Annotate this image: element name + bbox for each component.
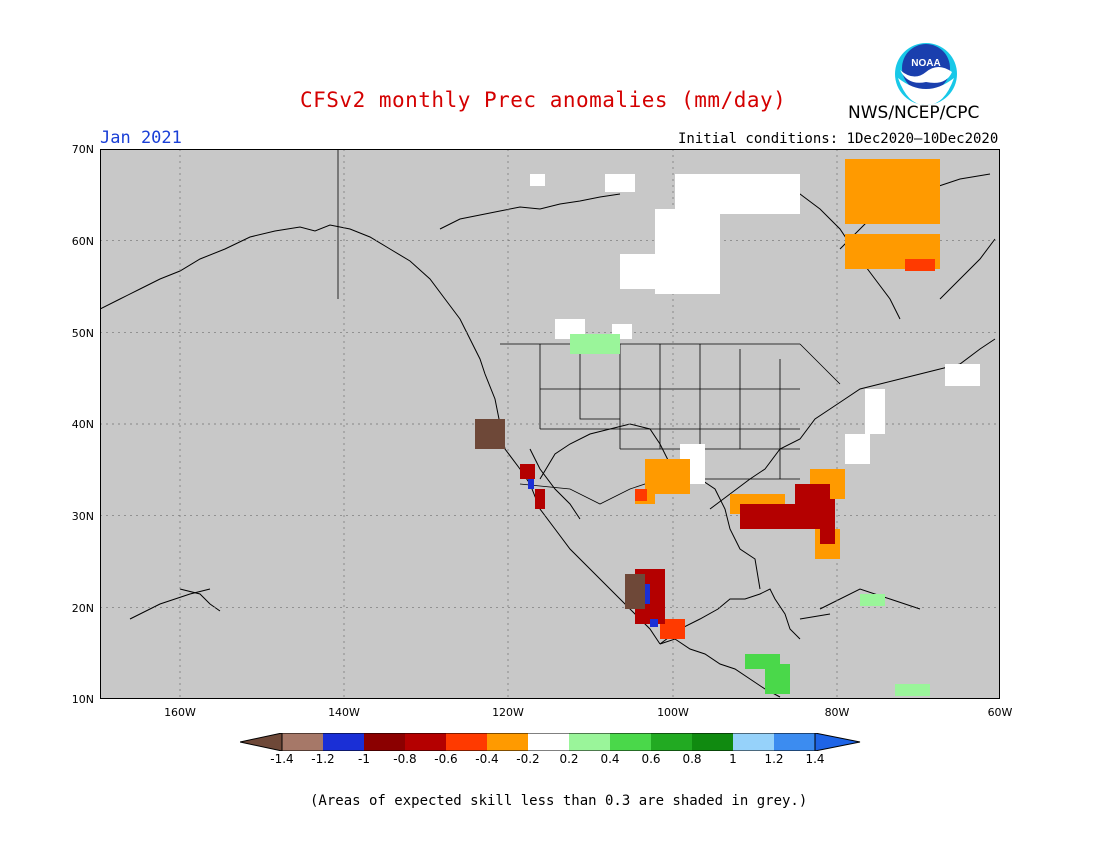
skill-footnote: (Areas of expected skill less than 0.3 a… [310, 793, 808, 809]
cb-tick-9: 0.6 [641, 752, 661, 766]
cb-tick-11: 1 [729, 752, 737, 766]
cb-tick-6: -0.2 [516, 752, 540, 766]
cb-tick-12: 1.2 [764, 752, 784, 766]
logo-text: NOAA [911, 58, 940, 69]
lon-label-60w: 60W [987, 706, 1013, 719]
lat-label-30n: 30N [71, 510, 94, 523]
colorbar-arrow-right [815, 733, 860, 751]
lat-label-40n: 40N [71, 418, 94, 431]
cb-tick-13: 1.4 [805, 752, 825, 766]
chart-title: CFSv2 monthly Prec anomalies (mm/day) [300, 88, 787, 112]
organization-label: NWS/NCEP/CPC [848, 103, 980, 123]
colorbar [240, 733, 861, 751]
colorbar-arrow-left [240, 733, 282, 751]
lat-label-10n: 10N [71, 693, 94, 706]
cb-tick-10: 0.8 [682, 752, 702, 766]
lat-label-70n: 70N [71, 143, 94, 156]
anomaly-map [100, 149, 1000, 699]
cb-tick-4: -0.6 [434, 752, 458, 766]
lat-label-20n: 20N [71, 602, 94, 615]
forecast-month: Jan 2021 [100, 128, 182, 148]
political-boundaries [337, 149, 841, 505]
lon-label-140w: 140W [328, 706, 360, 719]
lon-label-160w: 160W [164, 706, 196, 719]
cb-tick-3: -0.8 [393, 752, 417, 766]
anomaly-patches [475, 159, 980, 696]
initial-conditions: Initial conditions: 1Dec2020—10Dec2020 [678, 131, 999, 147]
lon-label-120w: 120W [492, 706, 524, 719]
graticule [100, 149, 1000, 699]
cb-tick-7: 0.2 [559, 752, 579, 766]
cb-tick-5: -0.4 [475, 752, 499, 766]
cb-tick-2: -1 [358, 752, 370, 766]
noaa-logo: NOAA [895, 43, 957, 106]
cb-tick-8: 0.4 [600, 752, 620, 766]
lat-label-60n: 60N [71, 235, 94, 248]
cb-tick-0: -1.4 [270, 752, 294, 766]
lat-label-50n: 50N [71, 327, 94, 340]
cb-tick-1: -1.2 [311, 752, 335, 766]
lon-label-100w: 100W [657, 706, 689, 719]
lon-label-80w: 80W [824, 706, 850, 719]
